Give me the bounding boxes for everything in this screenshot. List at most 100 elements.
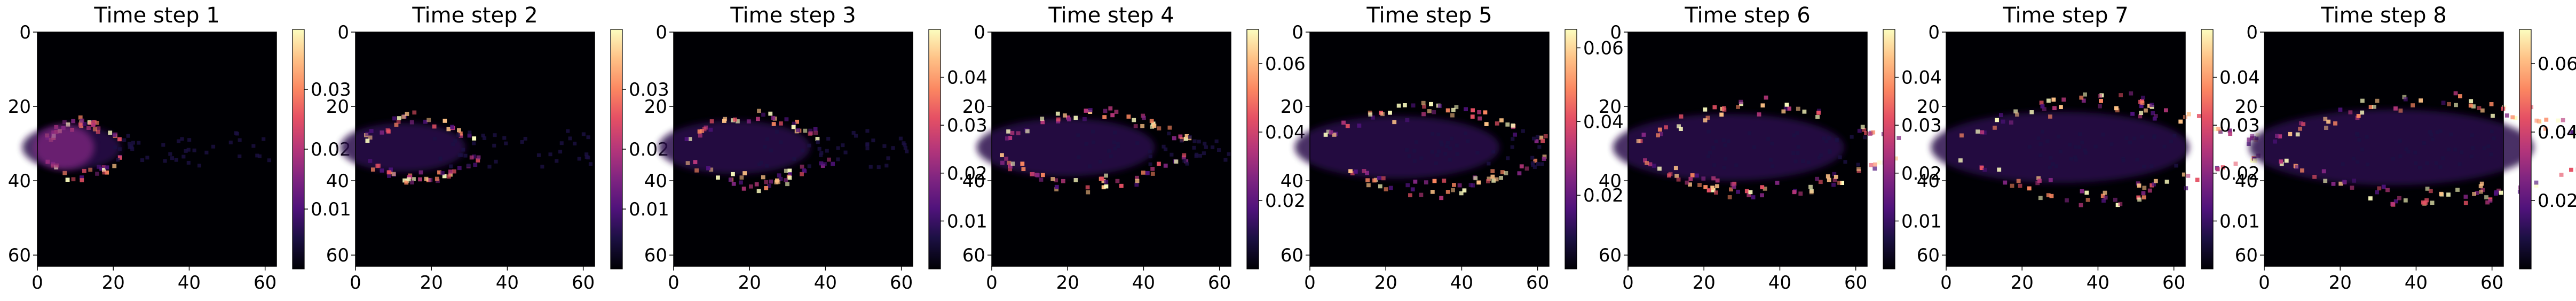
heatmap-cell: [1419, 192, 1424, 197]
heatmap-cell: [792, 157, 796, 161]
heatmap-cell: [1724, 157, 1728, 161]
heatmap-cell: [1519, 164, 1524, 169]
heatmap-cell: [145, 156, 149, 160]
heatmap-cell: [101, 167, 106, 172]
plume-region: [1931, 111, 2190, 183]
heatmap-cell: [1227, 152, 1231, 156]
heatmap-cell: [1455, 143, 1459, 148]
heatmap-cell: [905, 149, 909, 153]
heatmap-cell: [406, 177, 411, 182]
heatmap-cell: [1860, 125, 1865, 129]
y-tick-label: 60: [326, 245, 349, 266]
heatmap-cell: [555, 159, 559, 163]
heatmap-cell: [92, 120, 97, 124]
heatmap-cell: [1140, 124, 1145, 128]
heatmap-cell: [1732, 184, 1736, 189]
heatmap-cell: [2150, 103, 2154, 107]
heatmap-cell: [472, 141, 476, 145]
heatmap-cell: [851, 130, 856, 135]
y-tick-label: 20: [326, 96, 349, 118]
heatmap-cell: [2040, 104, 2045, 109]
heatmap-cell: [1701, 176, 1706, 181]
heatmap-cell: [1000, 153, 1004, 158]
colorbar-tick-label: 0.03: [1901, 115, 1942, 136]
heatmap-cell: [2326, 119, 2331, 124]
heatmap-cell: [2377, 186, 2382, 191]
heatmap-cell: [731, 172, 735, 176]
heatmap-cell: [1826, 174, 1830, 179]
heatmap-cell: [2184, 186, 2188, 190]
heatmap-cell: [187, 138, 192, 142]
heatmap-cell: [1824, 139, 1829, 143]
heatmap-cell: [1040, 120, 1045, 125]
heatmap-cell: [2438, 165, 2443, 169]
heatmap-cell: [380, 168, 384, 173]
heatmap-cell: [1997, 167, 2002, 172]
heatmap-cell: [761, 175, 765, 180]
heatmap-cell: [1450, 136, 1454, 141]
heatmap-cell: [2492, 136, 2496, 141]
heatmap-cell: [108, 130, 113, 135]
heatmap-cell: [492, 143, 496, 148]
heatmap-cell: [1016, 131, 1021, 136]
heatmap-cell: [62, 120, 67, 125]
heatmap-cell: [2295, 132, 2300, 137]
heatmap-cell: [2294, 165, 2299, 169]
heatmap-cell: [1414, 140, 1418, 144]
heatmap-cell: [1869, 163, 1874, 167]
colorbar-tick-label: 0.03: [947, 115, 987, 136]
heatmap-cell: [2164, 180, 2169, 184]
heatmap-cell: [1436, 132, 1441, 136]
heatmap-cell: [795, 119, 799, 124]
heatmap-cell: [418, 170, 423, 175]
heatmap-cell: [586, 135, 590, 140]
x-tick-label: 60: [890, 272, 913, 294]
heatmap-cell: [2440, 156, 2445, 160]
heatmap-cell: [2301, 122, 2306, 127]
heatmap-cell: [1897, 136, 1901, 140]
heatmap-cell: [1484, 122, 1489, 126]
heatmap-cell: [1832, 172, 1837, 176]
heatmap-cell: [1211, 145, 1215, 150]
heatmap-cell: [1145, 171, 1150, 175]
heatmap-cell: [504, 141, 508, 145]
heatmap-cell: [2132, 136, 2137, 141]
heatmap-cell: [2446, 148, 2451, 152]
heatmap-cell: [238, 154, 242, 158]
heatmap-cell: [1712, 163, 1717, 167]
heatmap-cell: [2478, 184, 2483, 189]
heatmap-cell: [1004, 157, 1009, 161]
heatmap-cell: [235, 132, 240, 136]
heatmap-cell: [387, 174, 391, 178]
heatmap-cell: [1384, 187, 1388, 191]
heatmap-cell: [1084, 109, 1088, 113]
heatmap-cell: [1086, 190, 1091, 195]
heatmap-cell: [1832, 177, 1837, 182]
heatmap-cell: [438, 157, 442, 161]
heatmap-cell: [2048, 177, 2053, 182]
heatmap-cell: [1748, 190, 1753, 195]
heatmap-cell: [380, 130, 384, 135]
heatmap-cell: [2381, 184, 2386, 189]
heatmap-cell: [1366, 183, 1371, 188]
heatmap-cell: [2100, 194, 2105, 198]
heatmap-cell: [2068, 142, 2072, 146]
heatmap-cell: [1715, 184, 1719, 189]
heatmap-cell: [1102, 115, 1107, 119]
heatmap-cell: [761, 112, 765, 117]
heatmap-cell: [2482, 146, 2486, 150]
heatmap-cell: [467, 133, 472, 138]
heatmap-cell: [1101, 185, 1106, 190]
heatmap-cell: [1437, 104, 1442, 109]
heatmap-cell: [1827, 136, 1831, 140]
heatmap-cell: [2279, 161, 2284, 166]
heatmap-cell: [698, 133, 702, 138]
heatmap-cell: [1500, 170, 1505, 174]
heatmap-cell: [800, 164, 804, 169]
heatmap-cell: [2196, 114, 2201, 118]
heatmap-cell: [566, 129, 570, 133]
heatmap-cell: [1116, 144, 1120, 149]
heatmap-cell: [2449, 133, 2453, 136]
panel-title: Time step 6: [1684, 3, 1810, 28]
heatmap-cell: [2150, 183, 2154, 188]
